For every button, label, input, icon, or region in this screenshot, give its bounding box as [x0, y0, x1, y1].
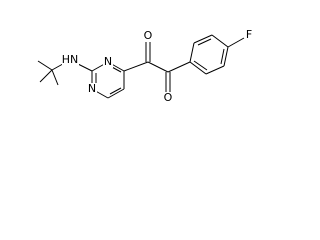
bond: [223, 46, 229, 67]
bond: [211, 34, 229, 48]
bond: [189, 42, 195, 63]
bond: [107, 88, 125, 99]
bond: [193, 34, 213, 44]
bonds: [37, 34, 245, 99]
bond: [167, 61, 191, 73]
atom-labels: HN N N O O F: [62, 28, 252, 104]
bond: [227, 37, 245, 48]
bond: [220, 48, 225, 65]
atom-label: O: [144, 29, 153, 42]
bond: [109, 87, 122, 95]
bond: [205, 65, 225, 75]
atom-label: F: [246, 28, 252, 41]
bond: [193, 60, 208, 71]
bond: [147, 61, 169, 73]
atom-label: N: [88, 82, 96, 95]
bond: [189, 61, 207, 75]
atom-label: N: [104, 55, 112, 68]
atom-label: O: [164, 91, 173, 104]
bond: [51, 69, 59, 86]
bond: [39, 69, 53, 83]
bond: [197, 38, 212, 46]
atom-label: HN: [62, 53, 79, 66]
structure-diagram: HN N N O O F: [37, 28, 252, 104]
bond: [123, 61, 149, 72]
bond: [37, 60, 53, 71]
